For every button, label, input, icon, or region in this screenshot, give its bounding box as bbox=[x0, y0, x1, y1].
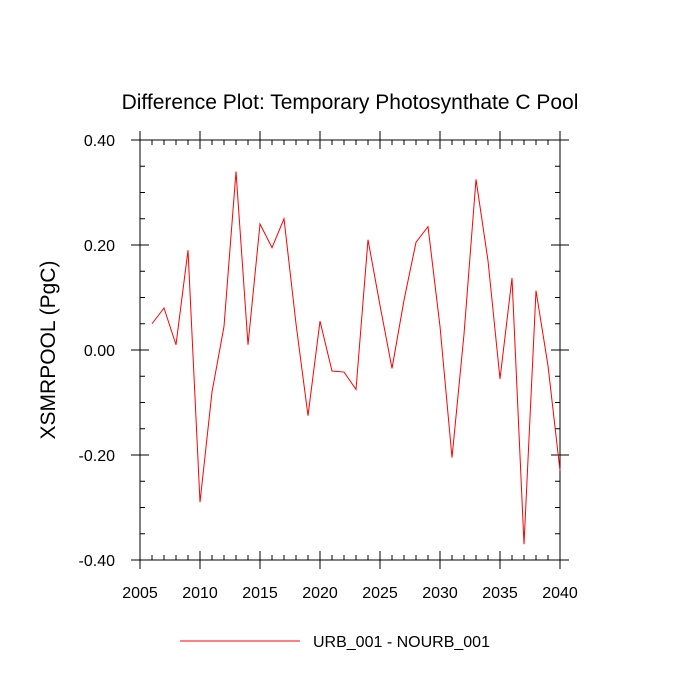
x-tick-label: 2005 bbox=[122, 585, 158, 602]
x-tick-label: 2040 bbox=[542, 585, 578, 602]
series-layer bbox=[151, 171, 561, 545]
x-tick-label: 2035 bbox=[482, 585, 518, 602]
y-tick-label: 0.00 bbox=[84, 343, 115, 360]
y-tick-label: 0.40 bbox=[84, 133, 115, 150]
series-line bbox=[151, 171, 561, 545]
x-tick-label: 2025 bbox=[362, 585, 398, 602]
x-tick-label: 2015 bbox=[242, 585, 278, 602]
y-tick-label: 0.20 bbox=[84, 238, 115, 255]
y-tick-label: -0.40 bbox=[79, 553, 116, 570]
y-tick-label: -0.20 bbox=[79, 448, 116, 465]
x-tick-label: 2020 bbox=[302, 585, 338, 602]
y-axis-label: XSMRPOOL (PgC) bbox=[37, 261, 60, 440]
x-tick-label: 2010 bbox=[182, 585, 218, 602]
y-tick-labels: -0.40 -0.20 0.00 0.20 0.40 bbox=[79, 133, 116, 570]
x-tick-label: 2030 bbox=[422, 585, 458, 602]
x-tick-labels: 2005 2010 2015 2020 2025 2030 2035 2040 bbox=[122, 585, 578, 602]
chart-title: Difference Plot: Temporary Photosynthate… bbox=[122, 91, 579, 114]
legend-label: URB_001 - NOURB_001 bbox=[313, 634, 490, 651]
legend: URB_001 - NOURB_001 bbox=[180, 634, 490, 651]
axis-ticks bbox=[131, 131, 569, 569]
